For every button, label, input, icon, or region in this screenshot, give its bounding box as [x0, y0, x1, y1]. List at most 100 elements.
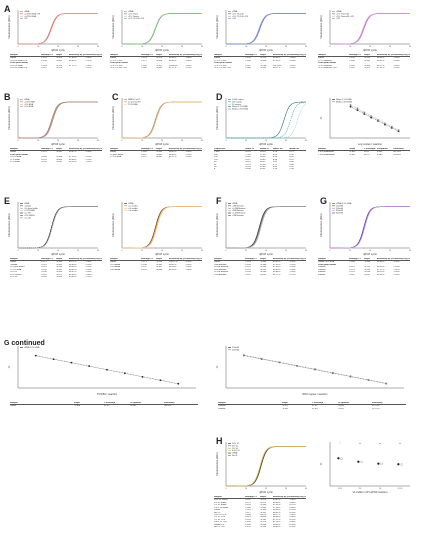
table-cell: cRNA	[318, 57, 324, 60]
table-row: +1% TX-100 13.77 -3.304 99.43% 1.04%	[110, 60, 202, 62]
column-header: Sample	[110, 148, 118, 150]
table-cell: 14.65	[41, 275, 47, 278]
table-cell: -3.390	[55, 156, 63, 159]
x-tick: 0	[17, 250, 19, 252]
y-axis-label: Fluorescence (ΔRn)	[7, 213, 11, 236]
table-cell: 36.21	[363, 151, 370, 154]
table-cell: 400mM	[318, 273, 326, 276]
column-header: Sample	[318, 54, 326, 56]
table-cell: 1.00%	[185, 151, 192, 154]
table-row: cRNA 13.73 -3.352 98.77% 1.00%	[10, 261, 102, 263]
x-tick: 20	[265, 46, 268, 48]
table-cell: 30.10	[245, 161, 251, 164]
table-cell: 97.75%	[372, 405, 380, 408]
series-line-1	[330, 13, 410, 45]
table-cell: +2x media	[110, 266, 121, 269]
table-cell: -3.376	[363, 57, 371, 60]
series-line-2	[226, 13, 306, 45]
legend-entry: +1% BSA	[24, 103, 34, 106]
table-cell: 94.89%	[68, 59, 77, 62]
table-cell: 1.03%	[393, 59, 400, 62]
table-cell: 0.52	[272, 161, 278, 164]
table-row: +1% TX-100 13.95 -3.312 100.43% 1.06%	[110, 65, 202, 67]
column-header: Efficiency by (Std)	[85, 148, 102, 150]
table-cell: -3.455	[259, 273, 267, 276]
x-tick: 0	[121, 140, 123, 142]
table-cell: 0.21	[289, 151, 294, 154]
table-row: +2.5% BSA 14.26 -3.447 95.03% 1.04%	[10, 269, 102, 271]
column-header: Average Ct	[349, 258, 361, 260]
table-cell: -3.391	[281, 407, 289, 410]
table-cell: 1.01%	[289, 67, 296, 70]
x-axis-label: qPCR cycle	[259, 142, 273, 146]
table-cell: -3.472	[55, 273, 63, 276]
table-row: 0.5% VL +PK 13.95 -3.378 97.74% 0.96%	[214, 521, 306, 523]
table-cell: 1x lysis buffer	[110, 153, 124, 156]
table-cell: 2% VL +PK	[214, 516, 226, 519]
y-axis-label: Fluorescence (ΔRn)	[215, 15, 219, 38]
x-axis-label: qPCR cycle	[363, 252, 377, 256]
data-point	[296, 364, 298, 367]
table-cell: +1% Tween20	[318, 59, 332, 62]
table-cell: 1.00%	[289, 513, 296, 516]
table-row: +2.5% BSA 14.12 -3.442 95.21% 1.04%	[110, 156, 202, 158]
table-cell: 1.26	[272, 168, 278, 171]
data-point	[106, 368, 108, 371]
table-cell: 96.78%	[393, 151, 401, 154]
x-tick: 30	[77, 140, 80, 142]
significance-label: **	[339, 443, 341, 445]
data-point	[349, 105, 352, 108]
legend-entry: +1M Betaine	[232, 209, 245, 212]
table-cell: 0.97%	[289, 504, 296, 507]
x-tick: 40	[305, 46, 308, 48]
table-cell: 1.04%	[85, 268, 92, 271]
table-cell: -3.459	[55, 271, 63, 274]
table-cell: 95.21%	[168, 156, 177, 159]
x-tick: 40	[97, 46, 100, 48]
table-cell: -3.356	[363, 261, 371, 264]
x-axis-label: VL buffer in RT-qPCR reaction	[353, 490, 388, 494]
x-tick: 10	[37, 46, 40, 48]
table-cell: 13.97	[141, 153, 147, 156]
panel-label-g: G	[320, 196, 328, 206]
table-cell: 0.68	[289, 163, 294, 166]
x-axis-label: qPCR cycle	[155, 142, 169, 146]
data-point	[384, 122, 386, 125]
x-axis-label: RNA copies / reaction	[303, 392, 328, 396]
table-cell: 99.37%	[68, 151, 77, 154]
series-line-3	[330, 206, 410, 249]
legend-entry: +4x media	[128, 210, 138, 212]
table-row: +0M Betaine 13.93 -3.388 97.33% 1.02%	[214, 264, 306, 266]
table-cell: -3.478	[259, 499, 267, 502]
legend-entry: cRNA 2.5% BSA	[24, 346, 40, 349]
legend-entry: +2.5% BSA	[24, 209, 35, 212]
table-cell: 1.30	[289, 168, 294, 171]
legend-entry: 300mM	[336, 210, 343, 212]
table-cell: 93.87%	[272, 499, 281, 502]
data-point	[70, 361, 73, 364]
table-cell: 98.77%	[68, 261, 77, 264]
table-cell: -3.391	[155, 67, 163, 70]
table-cell: cRNA +PK	[214, 523, 225, 526]
table-cell: cRNA	[10, 261, 16, 264]
table-cell: -3.447	[55, 268, 63, 271]
table-row: 63 30.10 30.52 0.52 0.49	[214, 161, 306, 163]
table-cell: 2.5% BSA/water	[318, 151, 334, 154]
series-line-3	[226, 206, 306, 249]
table-cell: 93.45%	[68, 275, 77, 278]
table-cell: 1,000	[214, 151, 220, 154]
table-cell: 0.989	[376, 153, 383, 156]
x-tick: 30	[285, 488, 288, 490]
column-header: Efficiency by (Log)	[168, 148, 186, 150]
y-axis-label: Fluorescence (ΔRn)	[7, 15, 11, 38]
table-cell: -3.409	[55, 158, 63, 161]
plot-f: qPCR cycle Fluorescence (ΔRn) 0 10 20 30 40 cRN…	[215, 202, 308, 256]
data-point	[141, 375, 144, 378]
table-cell: +1% TX-100 +PK	[214, 67, 231, 70]
table-cell: 14.51	[141, 268, 147, 271]
table-row: 250 28.02 28.36 0.32 0.28	[214, 156, 306, 158]
